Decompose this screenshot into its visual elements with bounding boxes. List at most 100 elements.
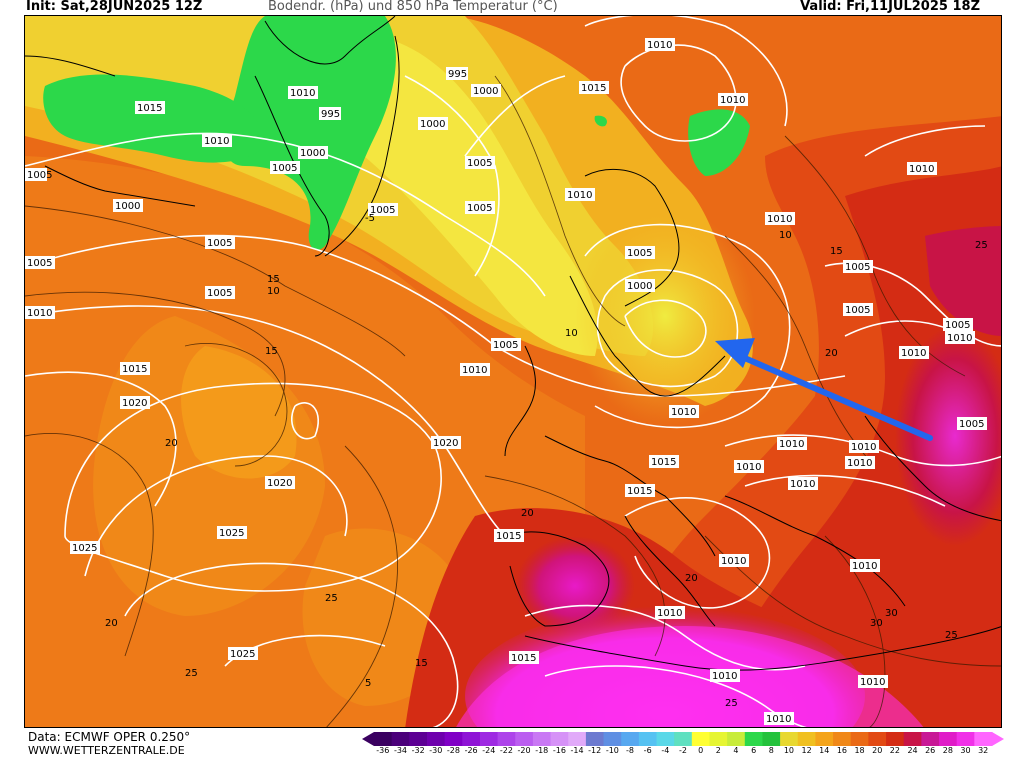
barents-cold [688, 109, 750, 176]
isobar-label: 1010 [657, 608, 682, 619]
site-url: WWW.WETTERZENTRALE.DE [28, 744, 185, 757]
colorbar-tick-label: 12 [801, 746, 812, 755]
isotherm-label: 10 [565, 328, 578, 339]
isobar-label: 1020 [433, 438, 458, 449]
coastline [264, 16, 396, 65]
isobar-label: 1005 [27, 258, 52, 269]
russia-core [895, 326, 1001, 546]
colorbar-segment [391, 732, 410, 746]
isobar-label: 1010 [947, 333, 972, 344]
coastline [724, 495, 906, 607]
colorbar-tick-label: 16 [836, 746, 847, 755]
isobar-label: 1020 [122, 398, 147, 409]
isotherm-label: 10 [779, 230, 792, 241]
isotherm-line [184, 343, 288, 467]
colorbar-segment [585, 732, 605, 746]
colorbar-tick-label: 2 [715, 746, 721, 755]
colorbar-tick-label: 6 [751, 746, 757, 755]
isotherm-label: 25 [325, 593, 338, 604]
isobar-label: 1000 [473, 86, 498, 97]
isobar-line [25, 305, 506, 537]
data-source: Data: ECMWF OPER 0.250° [28, 730, 191, 744]
isobar-line [724, 434, 1001, 467]
init-time: Init: Sat,28JUN2025 12Z [26, 0, 203, 14]
isobar-labels: 1015 1010 1005 1000 995 1000 1005 1010 1… [25, 38, 987, 725]
coastlines [25, 16, 1001, 671]
isobar-line [64, 382, 442, 592]
colorbar-labels: -36 -34 -32 -30 -28 -26 -24 -22 -20 -18 -16 -14 -12-… [362, 746, 1004, 760]
isotherm-label: 15 [830, 246, 843, 257]
isobar-label: 1010 [766, 714, 791, 725]
footer: Data: ECMWF OPER 0.250° WWW.WETTERZENTRA… [28, 730, 190, 758]
arrow-shaft [737, 353, 933, 441]
colorbar-segment [939, 732, 958, 746]
isobar-label: 1005 [845, 262, 870, 273]
colorbar-segment [815, 732, 834, 746]
colorbar-segment [956, 732, 975, 746]
isobar-label: 1015 [122, 364, 147, 375]
isotherm-label: 15 [267, 274, 280, 285]
colorbar-segment [515, 732, 534, 746]
colorbar-segment [868, 732, 887, 746]
colorbar-segment [426, 732, 446, 746]
colorbar-tick-label: 18 [854, 746, 865, 755]
isobar-label: 1005 [945, 320, 970, 331]
isobar-label: 1015 [627, 486, 652, 497]
colorbar-tick-label: 32 [978, 746, 989, 755]
colorbar-segment [974, 732, 993, 746]
isotherm-label: 30 [870, 618, 883, 629]
isotherm-line [494, 75, 626, 327]
isobar-label: 1010 [860, 677, 885, 688]
coastline [864, 415, 1001, 522]
isobar-label: 1005 [845, 305, 870, 316]
svalbard-cold [594, 115, 607, 127]
isobar-label: 1005 [467, 158, 492, 169]
isotherm-label: 20 [165, 438, 178, 449]
isotherm-label: 25 [975, 240, 988, 251]
annotation-arrow [715, 338, 933, 441]
colorbar-tick-label: 8 [768, 746, 774, 755]
colorbar-tick-label: -32 [411, 746, 425, 755]
isobar-label: 1010 [901, 348, 926, 359]
coastline [25, 55, 116, 77]
colorbar-segment [762, 732, 781, 746]
colorbar-segment [444, 732, 463, 746]
colorbar-segment [409, 732, 428, 746]
isobar-label: 1010 [204, 136, 229, 147]
isobar-line [290, 402, 320, 440]
isotherm-label: 20 [105, 618, 118, 629]
colorbar-right-arrow [992, 732, 1004, 746]
isotherm-label: -5 [365, 213, 375, 224]
colorbar-tick-label: 0 [698, 746, 704, 755]
isobar-line [744, 474, 946, 507]
coastline [569, 275, 726, 397]
colorbar-tick-label: -22 [499, 746, 513, 755]
colorbar-tick-label: -8 [626, 746, 635, 755]
colorbar-tick-label: -14 [570, 746, 584, 755]
isobar-label: 1005 [27, 170, 52, 181]
colorbar-tick-label: -28 [446, 746, 460, 755]
isobar-line [596, 269, 739, 388]
arrow-head [715, 338, 755, 368]
colorbar-tick-label: 24 [907, 746, 918, 755]
isotherm-label: 25 [185, 668, 198, 679]
isobar-line [25, 371, 177, 507]
isobar-label: 1015 [496, 531, 521, 542]
colorbar-tick-label: 22 [889, 746, 900, 755]
isobar-label: 1025 [230, 649, 255, 660]
isobar-label: 1015 [651, 457, 676, 468]
colorbar-segment [603, 732, 622, 746]
isobar-line [584, 16, 788, 127]
isobar-label: 1005 [207, 238, 232, 249]
ural-heat [925, 226, 1001, 336]
isobar-label: 1010 [462, 365, 487, 376]
colorbar-tick-label: -30 [429, 746, 443, 755]
colorbar-segment [850, 732, 869, 746]
colorbar-tick-label: 10 [783, 746, 795, 755]
isobar-label: 1005 [272, 163, 297, 174]
coastline [44, 165, 196, 207]
colorbar-tick-label: -10 [605, 746, 619, 755]
colorbar-tick-label: -2 [679, 746, 687, 755]
colorbar-tick-label: -26 [464, 746, 478, 755]
colorbar-segment [656, 732, 675, 746]
